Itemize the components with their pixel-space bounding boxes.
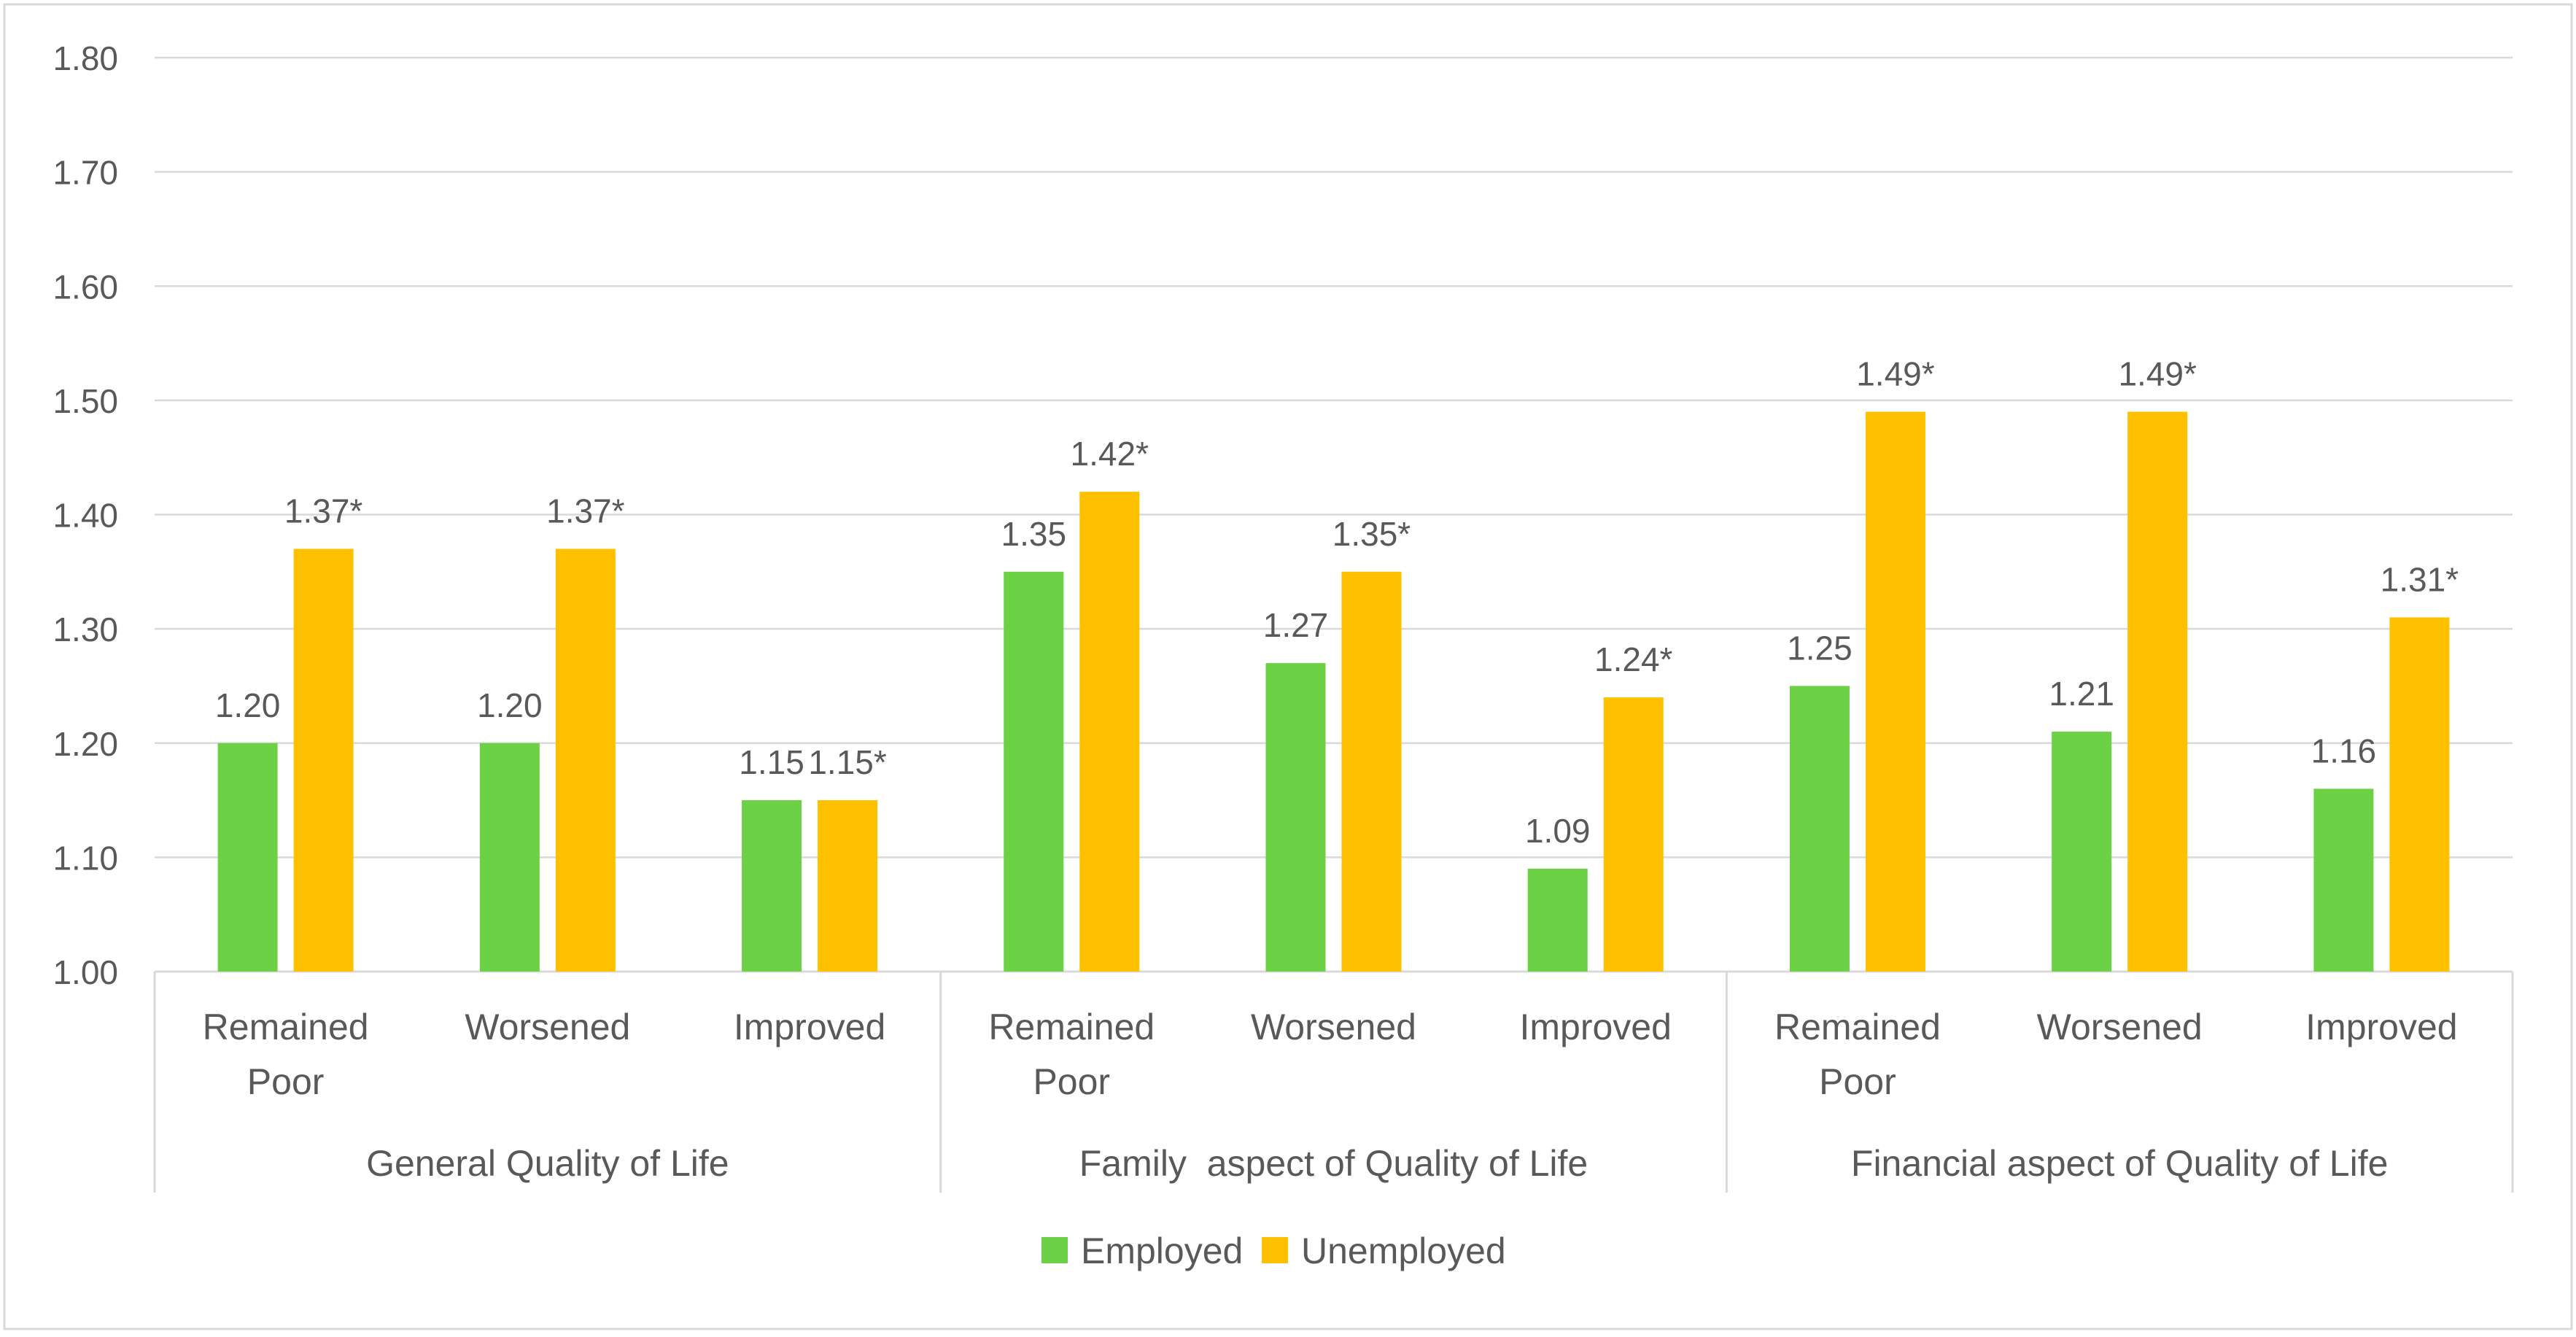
bar-employed xyxy=(742,800,802,972)
y-tick-label: 1.60 xyxy=(53,268,118,306)
x-group-label: Financial aspect of Quality of Life xyxy=(1851,1143,2389,1184)
data-label-unemployed: 1.37* xyxy=(546,492,625,530)
bar-employed xyxy=(1004,571,1064,972)
bar-unemployed xyxy=(293,549,354,972)
data-label-employed: 1.27 xyxy=(1263,606,1329,644)
legend-label-employed: Employed xyxy=(1081,1231,1243,1271)
bar-unemployed xyxy=(1603,697,1664,972)
legend-label-unemployed: Unemployed xyxy=(1301,1231,1506,1271)
bar-employed xyxy=(479,743,540,972)
data-label-employed: 1.20 xyxy=(477,686,543,724)
x-category-label: Poor xyxy=(1819,1061,1896,1102)
data-label-employed: 1.21 xyxy=(2049,675,2114,713)
bars xyxy=(217,411,2450,972)
x-category-label: Improved xyxy=(1520,1007,1672,1047)
x-category-label: Poor xyxy=(1033,1061,1110,1102)
y-tick-label: 1.10 xyxy=(53,839,118,877)
y-tick-label: 1.40 xyxy=(53,497,118,535)
data-label-unemployed: 1.49* xyxy=(1856,355,1935,393)
data-label-unemployed: 1.35* xyxy=(1332,515,1411,553)
bar-employed xyxy=(1789,686,1850,972)
y-tick-label: 1.30 xyxy=(53,611,118,648)
bar-employed xyxy=(2052,732,2112,972)
x-category-label: Worsened xyxy=(1251,1007,1416,1047)
x-group-label: General Quality of Life xyxy=(366,1143,729,1184)
legend-swatch-employed xyxy=(1041,1237,1068,1263)
data-label-employed: 1.35 xyxy=(1001,515,1067,553)
x-category-label: Poor xyxy=(247,1061,325,1102)
bar-unemployed xyxy=(818,800,878,972)
bar-unemployed xyxy=(1341,571,1402,972)
x-category-label: Improved xyxy=(2305,1007,2457,1047)
bar-employed xyxy=(1265,663,1326,972)
data-label-employed: 1.16 xyxy=(2311,732,2377,770)
y-tick-label: 1.00 xyxy=(53,953,118,991)
bar-unemployed xyxy=(1865,411,1925,972)
x-axis: Remained Poor Worsened Improved Remained Poor… xyxy=(153,972,2514,1193)
legend: Employed Unemployed xyxy=(1041,1231,1506,1271)
bar-unemployed xyxy=(555,549,616,972)
y-tick-label: 1.80 xyxy=(53,39,118,77)
data-label-employed: 1.25 xyxy=(1787,629,1853,667)
x-category-label: Remained xyxy=(1774,1007,1941,1047)
x-category-label: Worsened xyxy=(465,1007,630,1047)
x-group-label: Family aspect of Quality of Life xyxy=(1079,1143,1588,1184)
bar-unemployed xyxy=(2127,411,2188,972)
x-category-label: Remained xyxy=(203,1007,369,1047)
data-label-unemployed: 1.42* xyxy=(1071,435,1149,473)
x-category-label: Worsened xyxy=(2037,1007,2203,1047)
data-label-unemployed: 1.15* xyxy=(808,743,887,781)
data-label-unemployed: 1.24* xyxy=(1594,640,1673,678)
data-label-employed: 1.15 xyxy=(739,743,804,781)
data-label-employed: 1.09 xyxy=(1525,812,1591,850)
data-label-unemployed: 1.37* xyxy=(284,492,363,530)
data-labels: 1.20 1.37* 1.20 1.37* 1.15 1.15* 1.35 1.42* 1.27… xyxy=(215,355,2459,850)
data-label-unemployed: 1.49* xyxy=(2118,355,2197,393)
x-category-label: Improved xyxy=(734,1007,885,1047)
y-tick-label: 1.20 xyxy=(53,725,118,763)
bar-unemployed xyxy=(2389,617,2450,972)
data-label-employed: 1.20 xyxy=(215,686,281,724)
x-category-label: Remained xyxy=(988,1007,1155,1047)
bar-employed xyxy=(217,743,278,972)
y-tick-label: 1.70 xyxy=(53,154,118,192)
y-tick-label: 1.50 xyxy=(53,382,118,420)
bar-employed xyxy=(1527,869,1588,972)
gridlines xyxy=(155,56,2513,973)
legend-swatch-unemployed xyxy=(1262,1237,1288,1263)
y-axis-tick-labels: 1.00 1.10 1.20 1.30 1.40 1.50 1.60 1.70 1.80 xyxy=(53,39,118,991)
bar-employed xyxy=(2313,788,2374,972)
bar-unemployed xyxy=(1079,492,1140,972)
data-label-unemployed: 1.31* xyxy=(2381,560,2459,598)
